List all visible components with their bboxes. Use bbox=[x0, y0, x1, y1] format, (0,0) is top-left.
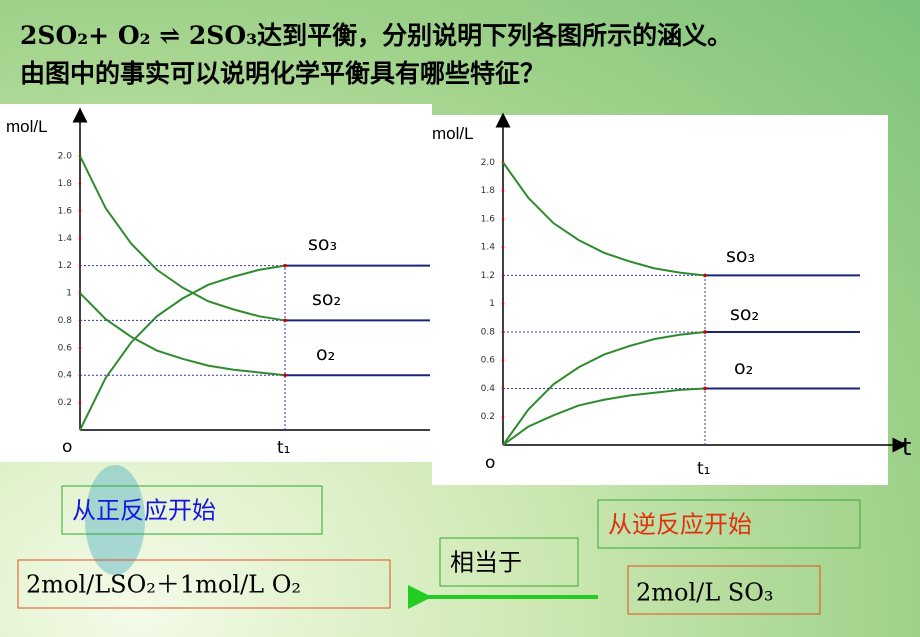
series-label: o₂ bbox=[734, 357, 753, 379]
equilibrium-dot bbox=[703, 273, 707, 278]
note-box bbox=[597, 499, 861, 549]
equilibrium-dot bbox=[703, 330, 707, 334]
note: 相当于 bbox=[450, 549, 522, 577]
tick-mark bbox=[78, 209, 82, 213]
y-tick-label: 0.6 bbox=[58, 343, 73, 353]
series-line bbox=[502, 330, 860, 446]
note: 从逆反应开始 bbox=[608, 511, 752, 539]
series-label: so₂ bbox=[730, 303, 759, 325]
origin-label: o bbox=[485, 453, 495, 473]
equilibrium-dot bbox=[283, 318, 287, 323]
tick-mark bbox=[501, 217, 505, 221]
y-tick-label: 2.0 bbox=[58, 152, 73, 162]
title-line: 2SO₂+ O₂ ⇌ 2SO₃达到平衡，分别说明下列各图所示的涵义。 bbox=[20, 21, 732, 50]
note: 从正反应开始 bbox=[72, 497, 216, 525]
x-tick-label: t₁ bbox=[277, 438, 290, 458]
tick-mark bbox=[78, 182, 82, 185]
x-tick-label: t₁ bbox=[697, 459, 710, 479]
note-box bbox=[439, 537, 579, 587]
y-axis-label: mol/L bbox=[6, 117, 48, 136]
series-label: so₃ bbox=[726, 245, 755, 267]
y-tick-label: 1.2 bbox=[58, 261, 72, 271]
series-line bbox=[502, 387, 860, 446]
y-tick-label: 1.8 bbox=[481, 186, 496, 196]
y-tick-label: 1.6 bbox=[58, 206, 73, 216]
note-box bbox=[627, 565, 821, 615]
y-tick-label: 0.8 bbox=[481, 327, 496, 337]
series-line bbox=[79, 292, 430, 377]
equilibrium-dot bbox=[703, 386, 707, 391]
tick-mark bbox=[501, 189, 505, 192]
equilibrium-dot bbox=[283, 263, 287, 268]
equilibrium-dot bbox=[283, 373, 287, 378]
y-tick-label: 2.0 bbox=[481, 158, 496, 168]
series-label: o₂ bbox=[316, 343, 335, 365]
note-box bbox=[17, 559, 391, 609]
tick-mark bbox=[501, 302, 505, 305]
series-label: so₃ bbox=[308, 233, 337, 255]
x-axis-label: t bbox=[902, 433, 911, 461]
tick-mark bbox=[501, 245, 505, 249]
note: 2mol/L SO₃ bbox=[636, 579, 774, 607]
tick-mark bbox=[501, 415, 505, 419]
y-tick-label: 0.2 bbox=[58, 398, 72, 408]
tick-mark bbox=[78, 236, 82, 240]
y-tick-label: 0.6 bbox=[481, 356, 496, 366]
series-line bbox=[79, 264, 430, 431]
y-tick-label: 1.4 bbox=[58, 234, 73, 244]
y-axis-label: mol/L bbox=[432, 124, 474, 143]
title-line: 由图中的事实可以说明化学平衡具有哪些特征？ bbox=[20, 59, 545, 88]
note-box bbox=[61, 485, 323, 535]
y-tick-label: 1.8 bbox=[58, 179, 73, 189]
butterfly-decor bbox=[85, 465, 145, 575]
origin-label: o bbox=[62, 437, 72, 457]
tick-mark bbox=[501, 358, 505, 362]
series-line bbox=[79, 155, 430, 322]
y-tick-label: 0.4 bbox=[58, 371, 73, 381]
y-tick-label: 1.6 bbox=[481, 214, 496, 224]
y-tick-label: 0.2 bbox=[481, 412, 495, 422]
tick-mark bbox=[78, 346, 82, 350]
y-tick-label: 0.8 bbox=[58, 316, 73, 326]
series-label: so₂ bbox=[312, 288, 341, 310]
y-tick-label: 1.4 bbox=[481, 243, 496, 253]
note: 2mol/LSO₂＋1mol/L O₂ bbox=[26, 571, 301, 599]
series-line bbox=[502, 161, 860, 277]
y-tick-label: 1 bbox=[66, 289, 72, 299]
y-tick-label: 1 bbox=[489, 299, 495, 309]
tick-mark bbox=[78, 401, 82, 404]
y-tick-label: 0.4 bbox=[481, 384, 496, 394]
y-tick-label: 1.2 bbox=[481, 271, 495, 281]
chart-panel bbox=[432, 115, 888, 485]
